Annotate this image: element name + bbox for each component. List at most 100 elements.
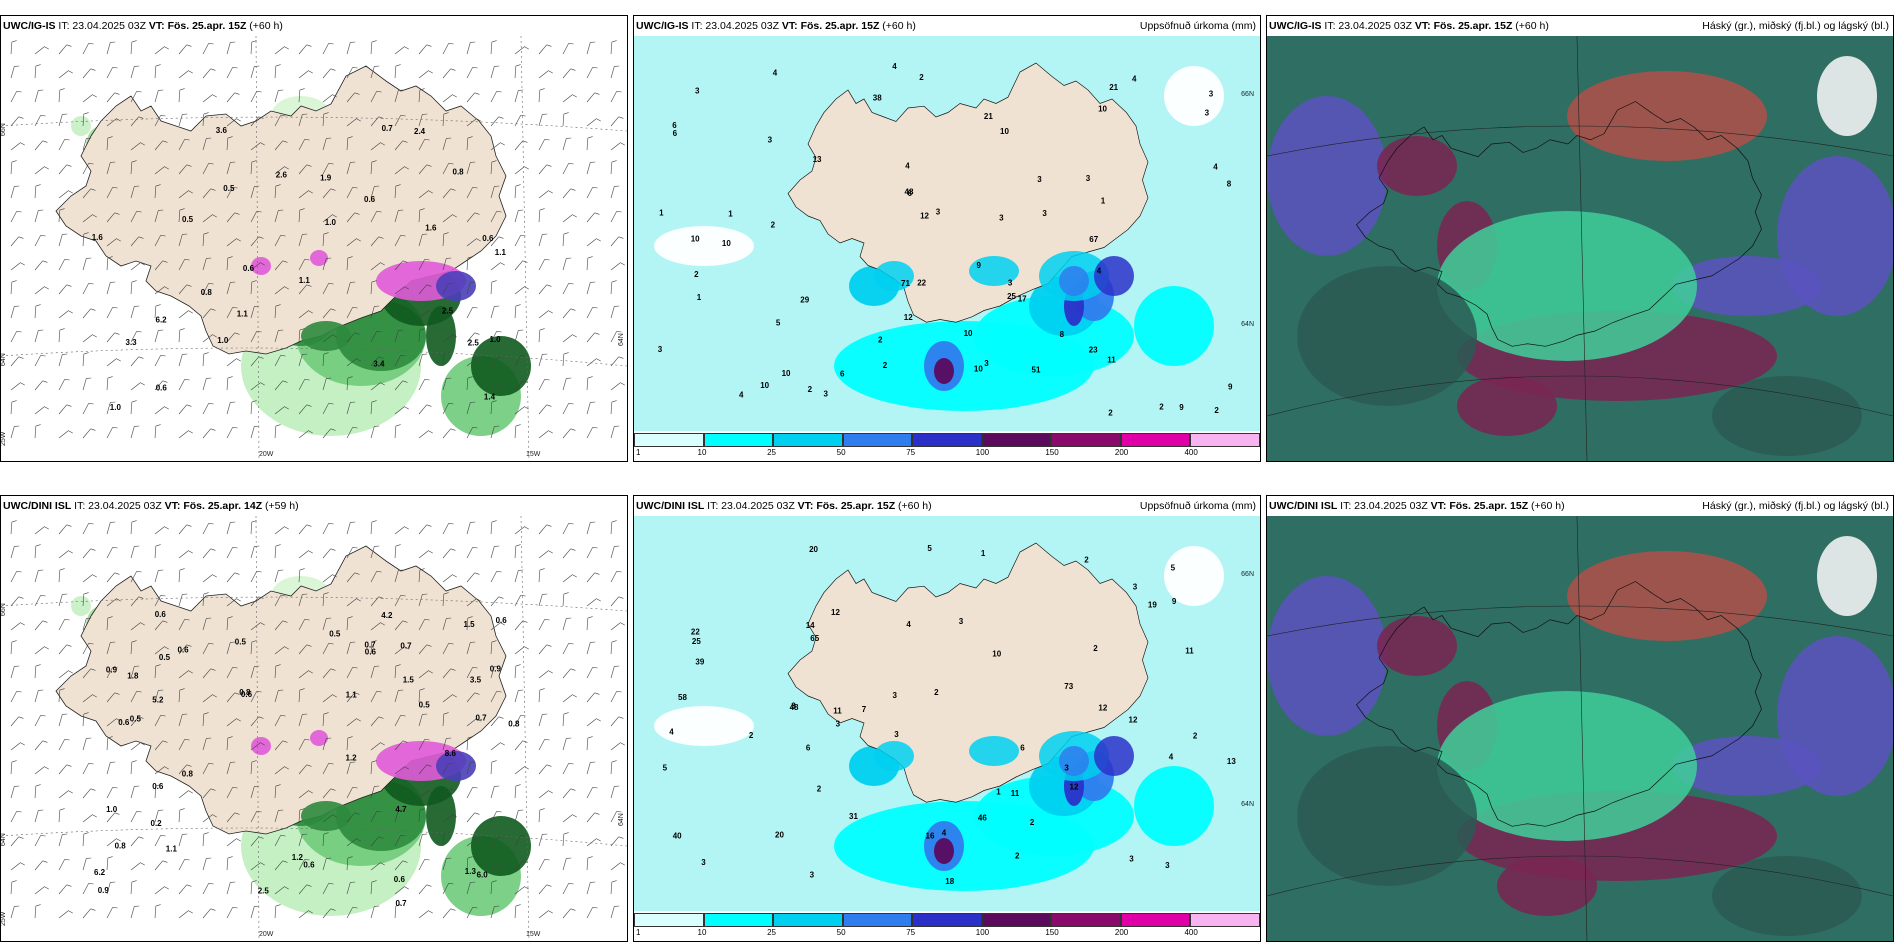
precip-value-label: 3 [836,719,841,728]
precip-value-label: 20 [775,831,784,840]
lead-time: (+60 h) [1528,500,1565,512]
precip-value-label: 1.0 [217,336,229,345]
precip-value-label: 10 [1098,105,1107,114]
precip-value-label: 2 [1193,732,1198,741]
precip-value-label: 12 [1129,716,1138,725]
precip-value-label: 4 [942,829,947,838]
precip-value-label: 0.6 [156,384,168,393]
precip-value-label: 0.6 [394,875,406,884]
precip-value-label: 12 [831,608,840,617]
precip-value-label: 2 [817,785,822,794]
precip-value-label: 1.5 [464,620,476,629]
graticule-label: 64N [618,813,625,826]
model-name: UWC/IG-IS [3,20,56,32]
model-name: UWC/IG-IS [636,20,689,32]
precip-value-label: 5 [1171,564,1176,573]
legend-swatch [912,433,982,447]
precip-value-label: 6.0 [477,870,489,879]
legend-tick-label: 150 [1045,928,1059,937]
init-time: IT: 23.04.2025 03Z [1321,20,1415,32]
legend-swatch [703,913,774,927]
map-panel-cloud-iuwc: UWC/IG-IS IT: 23.04.2025 03Z VT: Fös. 25… [1266,15,1894,462]
precip-value-label: 11 [833,707,842,716]
panel-header: UWC/DINI ISL IT: 23.04.2025 03Z VT: Fös.… [1267,496,1893,516]
precip-value-label: 20 [809,545,818,554]
precip-value-label: 0.6 [152,782,164,791]
precip-value-label: 1 [1101,197,1106,206]
precip-value-label: 38 [873,93,882,102]
precip-value-label: 0.6 [155,610,167,619]
precip-value-label: 1 [659,209,664,218]
precip-value-label: 6 [840,369,845,378]
legend-swatch [703,433,774,447]
precip-value-label: 3 [894,730,899,739]
graticule-label: 25W [1,911,7,926]
precip-value-label: 10 [760,381,769,390]
precip-value-label: 18 [945,877,954,886]
legend-swatch [842,433,913,447]
precip-value-label: 3 [1209,89,1214,98]
valid-time: VT: Fös. 25.apr. 15Z [781,20,880,32]
legend-tick-label: 75 [906,448,916,457]
precip-value-label: 0.6 [496,616,508,625]
legend-swatch [773,913,843,927]
precip-value-label: 2.5 [442,306,454,315]
panel-title: Háský (gr.), miðský (fj.bl.) og lágský (… [1702,20,1889,32]
panel-header: UWC/IG-IS IT: 23.04.2025 03Z VT: Fös. 25… [1267,16,1893,36]
precip-value-label: 17 [1018,295,1027,304]
precip-value-label: 0.6 [482,234,494,243]
cloud-shading [1267,536,1893,936]
precip-value-label: 10 [782,369,791,378]
precip-value-label: 10 [964,329,973,338]
precip-value-label: 0.5 [329,630,341,639]
precip-value-label: 0.5 [419,701,431,710]
precip-value-label: 0.6 [365,648,377,657]
precip-value-label: 48 [790,703,799,712]
precip-value-label: 2 [1015,851,1020,860]
precip-value-label: 2.6 [276,171,288,180]
precip-value-label: 0.8 [239,688,251,697]
lead-time: (+60 h) [246,20,283,32]
precip-value-label: 3 [1205,108,1210,117]
precip-value-label: 6 [672,121,677,130]
precip-value-label: 25 [1007,292,1016,301]
map-panel-cloud-dini: UWC/DINI ISL IT: 23.04.2025 03Z VT: Fös.… [1266,495,1894,942]
panel-title: Uppsöfnuð úrkoma (mm) [1139,20,1256,32]
legend-tick-label: 25 [767,448,777,457]
precip-value-label: 4.7 [395,805,407,814]
precip-value-label: 0.7 [400,642,412,651]
precip-value-label: 3 [810,871,815,880]
init-time: IT: 23.04.2025 03Z [704,500,798,512]
precip-value-label: 5 [663,764,668,773]
graticule-label: 20W [259,931,274,938]
iceland-outline [1356,101,1762,347]
wind-barbs [10,520,625,919]
legend-tick-label: 25 [767,928,777,937]
panel-header: UWC/IG-IS IT: 23.04.2025 03Z VT: Fös. 25… [634,16,1260,36]
precip-value-label: 4.2 [381,611,393,620]
graticule-label: 64N [618,333,625,346]
graticule-label: 66N [1,123,7,136]
precip-value-label: 0.7 [365,640,377,649]
legend-tick-label: 50 [836,928,846,937]
precip-value-label: 67 [1089,235,1098,244]
precip-value-label: 1.1 [166,844,178,853]
model-name: UWC/IG-IS [1269,20,1322,32]
precip-value-label: 3 [936,207,941,216]
precip-value-label: 3 [695,87,700,96]
precip-value-label: 0.6 [241,690,253,699]
precip-value-label: 6 [806,743,811,752]
legend-swatch [1120,433,1191,447]
cloud-shading [1267,56,1893,456]
precip-value-label: 48 [905,188,914,197]
valid-time: VT: Fös. 25.apr. 15Z [1430,500,1529,512]
graticule-label: 66N [1,603,7,616]
precip-value-label: 12 [904,313,913,322]
precip-value-label: 12 [920,212,929,221]
legend-swatch [773,433,843,447]
precip-value-label: 5 [776,319,781,328]
panel-header: UWC/DINI ISL IT: 23.04.2025 03Z VT: Fös.… [1,496,627,516]
precip-value-label: 73 [1064,682,1073,691]
precip-value-label: 2 [749,731,754,740]
precip-value-label: 3 [1086,174,1091,183]
